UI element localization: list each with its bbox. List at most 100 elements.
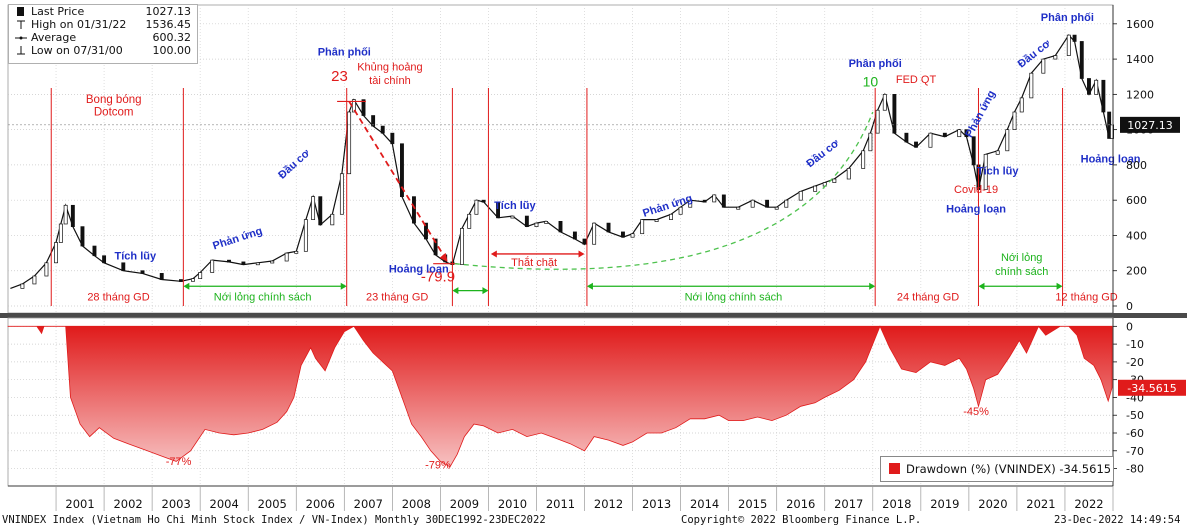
legend-row-last-price: Last Price 1027.13 — [9, 5, 197, 18]
annotation-label: Tích lũy — [494, 200, 536, 212]
price-candle — [544, 220, 549, 224]
price-candle — [942, 132, 947, 138]
last-price-tag — [1120, 116, 1180, 133]
price-candle — [481, 199, 486, 203]
annotation-label: Tích lũy — [115, 250, 157, 262]
price-candle — [813, 185, 818, 192]
annotation-label: 10 — [863, 73, 879, 89]
price-candle — [640, 219, 645, 235]
price-candle — [371, 115, 376, 127]
arrow-head-right — [1056, 282, 1063, 290]
annotation-label: Khủng hoảng — [357, 62, 422, 74]
legend-label: Last Price — [31, 5, 85, 18]
annotation-label: -79.9 — [421, 268, 455, 285]
price-candle — [210, 259, 215, 273]
price-candle — [1012, 111, 1017, 130]
annotation-label: Thắt chặt — [511, 256, 557, 269]
legend-value: 1027.13 — [145, 5, 192, 18]
annotation-label: Đầu cơ — [1016, 38, 1053, 71]
price-candle — [669, 213, 673, 220]
legend-row-high: High on 01/31/22 1536.45 — [9, 18, 197, 31]
price-candle — [227, 259, 231, 263]
price-candle — [621, 231, 625, 238]
price-candle — [159, 273, 164, 280]
x-tick-label: 2020 — [978, 497, 1007, 511]
average-marker-icon — [15, 36, 27, 40]
price-candle — [1079, 41, 1084, 79]
price-candle — [524, 215, 529, 227]
price-y-tick-label: 800 — [1126, 159, 1147, 172]
phase-label: Nới lỏng chính sách — [685, 292, 783, 304]
price-candle — [390, 132, 395, 145]
price-candle — [1041, 58, 1046, 74]
last-price-tag-label: 1027.13 — [1127, 119, 1173, 132]
arrow-head-left — [978, 282, 985, 290]
footer-timestamp: 23-Dec-2022 14:49:54 — [1054, 514, 1181, 526]
arrow-head-left — [452, 287, 459, 295]
decline-arrow-head — [439, 252, 448, 262]
arrow-head-right — [578, 250, 585, 258]
arrow-head-right — [869, 282, 876, 290]
legend-label: Average — [31, 31, 77, 44]
legend-row-low: Low on 07/31/00 100.00 — [9, 44, 197, 57]
price-candle — [70, 204, 75, 227]
x-tick-label: 2008 — [402, 497, 431, 511]
drawdown-y-tick-label: 0 — [1126, 320, 1133, 333]
x-tick-label: 2013 — [642, 497, 671, 511]
price-y-tick-label: 600 — [1126, 194, 1147, 207]
price-candle — [467, 213, 472, 229]
price-candle — [832, 178, 837, 183]
price-candle — [510, 215, 515, 219]
price-candle — [1019, 97, 1024, 113]
price-candle — [964, 129, 969, 138]
price-candle — [678, 206, 683, 215]
price-candle — [58, 223, 63, 243]
annotation-label: Nới lỏng — [1001, 252, 1042, 264]
price-candle — [765, 199, 770, 208]
price-candle — [44, 262, 49, 277]
price-candle — [630, 233, 635, 238]
legend-value: 100.00 — [152, 44, 192, 57]
price-candle — [1005, 129, 1010, 152]
annotation-label: Bong bóng — [86, 94, 142, 106]
legend-label: High on 01/31/22 — [31, 18, 127, 31]
price-candle — [284, 252, 289, 262]
price-line — [10, 34, 1113, 289]
price-candle — [688, 199, 693, 208]
price-legend: Last Price 1027.13 High on 01/31/22 1536… — [8, 4, 198, 64]
price-candle — [1087, 78, 1091, 95]
price-candle — [318, 196, 323, 226]
x-tick-label: 2006 — [306, 497, 335, 511]
price-candle — [191, 278, 195, 282]
x-tick-label: 2016 — [786, 497, 815, 511]
annotation-label: Hoảng loạn — [389, 263, 449, 275]
price-candle — [654, 219, 659, 222]
price-candle — [1101, 79, 1106, 113]
price-candle — [311, 196, 316, 220]
price-candle — [606, 222, 611, 233]
annotation-label: Covid-19 — [954, 184, 998, 196]
x-tick-label: 2003 — [162, 497, 191, 511]
price-candle — [412, 196, 416, 224]
price-candle — [736, 206, 741, 210]
phase-label: 24 tháng GD — [897, 292, 959, 304]
price-y-tick-label: 400 — [1126, 229, 1147, 242]
price-candle — [424, 222, 428, 240]
x-tick-label: 2015 — [738, 497, 767, 511]
price-candle — [861, 150, 866, 169]
drawdown-annotation: -77% — [166, 456, 192, 468]
legend-value: 1536.45 — [145, 18, 192, 31]
drawdown-annotation: -45% — [963, 406, 989, 418]
price-candle — [198, 272, 203, 280]
annotation-label: Dotcom — [94, 107, 134, 119]
price-candle — [121, 262, 126, 272]
phase-label: 28 tháng GD — [87, 292, 149, 304]
drawdown-y-tick-label: -70 — [1126, 445, 1144, 458]
price-y-tick-label: 200 — [1126, 265, 1147, 278]
panel-separator — [0, 313, 1187, 318]
x-tick-label: 2004 — [210, 497, 239, 511]
price-candle — [892, 94, 897, 134]
price-candle — [712, 194, 717, 203]
price-candle — [1066, 34, 1071, 56]
